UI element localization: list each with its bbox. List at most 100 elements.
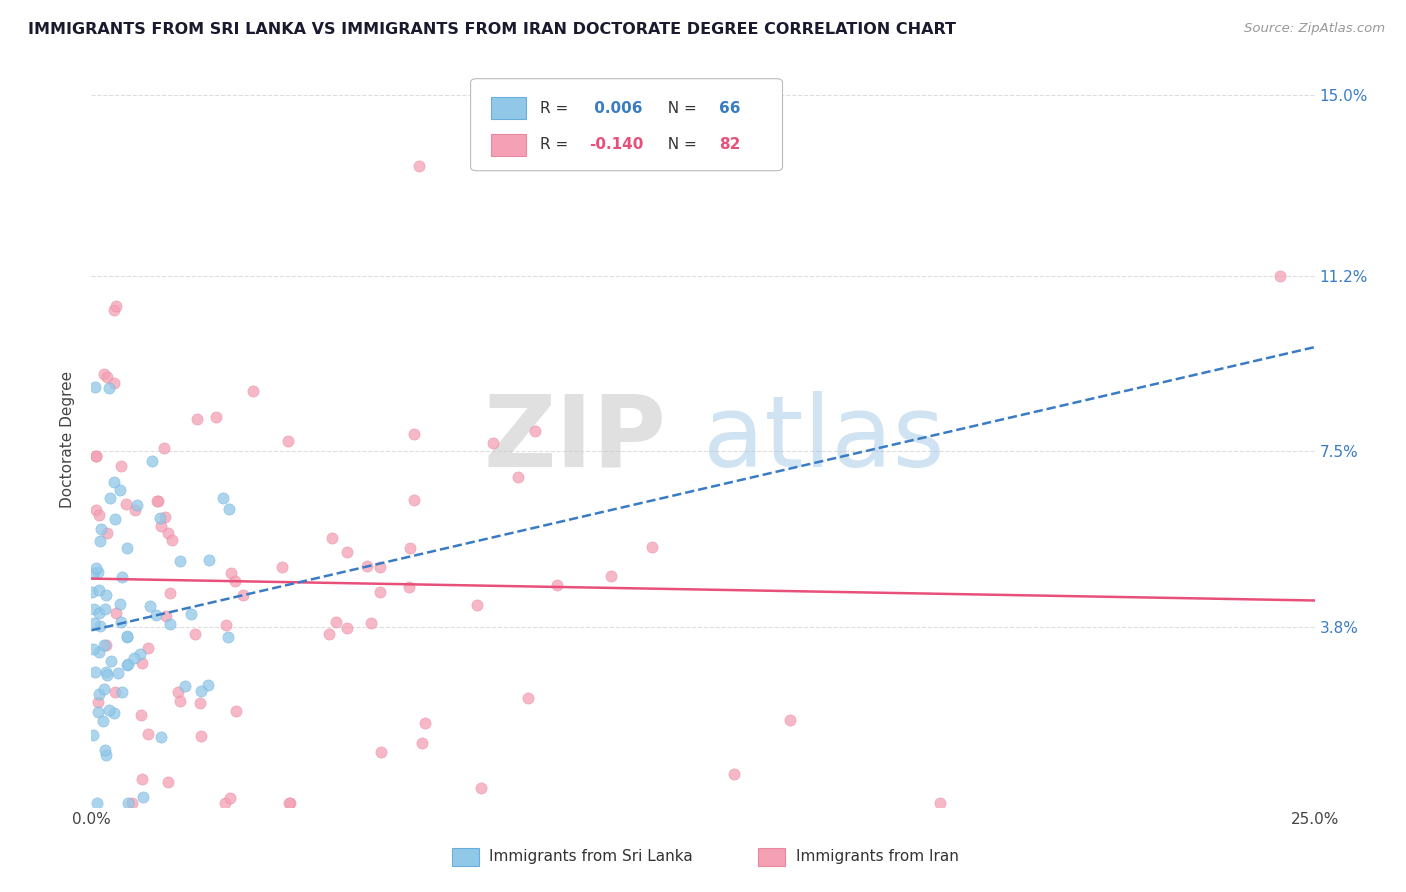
Text: R =: R = <box>540 101 574 116</box>
Point <box>117 657 139 672</box>
Point <box>146 493 169 508</box>
FancyBboxPatch shape <box>453 847 479 866</box>
Point <box>155 608 177 623</box>
FancyBboxPatch shape <box>491 134 526 156</box>
Point <box>190 729 212 743</box>
Point <box>368 585 391 599</box>
Point <box>103 475 125 489</box>
Point <box>150 730 173 744</box>
Point <box>779 714 801 728</box>
Point <box>402 493 425 508</box>
Point <box>107 666 129 681</box>
Point <box>197 678 219 692</box>
Point <box>87 687 110 701</box>
Point <box>111 570 134 584</box>
Point <box>224 574 246 588</box>
Point <box>242 384 264 398</box>
Point <box>96 638 118 652</box>
Point <box>97 702 120 716</box>
Point <box>723 766 745 780</box>
Point <box>84 503 107 517</box>
Point <box>131 657 153 671</box>
Point <box>169 693 191 707</box>
Point <box>413 716 436 731</box>
Point <box>83 602 105 616</box>
Point <box>136 727 159 741</box>
Point <box>600 569 623 583</box>
Point <box>115 630 138 644</box>
Point <box>149 511 172 525</box>
Point <box>100 654 122 668</box>
Point <box>86 561 108 575</box>
Point <box>105 607 128 621</box>
Point <box>110 458 132 473</box>
Point <box>184 627 207 641</box>
Point <box>89 619 111 633</box>
Point <box>217 630 239 644</box>
Point <box>89 606 111 620</box>
Point <box>368 559 391 574</box>
Point <box>89 533 111 548</box>
Text: IMMIGRANTS FROM SRI LANKA VS IMMIGRANTS FROM IRAN DOCTORATE DEGREE CORRELATION C: IMMIGRANTS FROM SRI LANKA VS IMMIGRANTS … <box>28 22 956 37</box>
Point <box>508 469 530 483</box>
Point <box>87 705 110 719</box>
Point <box>103 376 125 391</box>
Point <box>221 566 243 580</box>
Point <box>198 553 221 567</box>
Point <box>190 684 212 698</box>
Point <box>104 512 127 526</box>
Point <box>325 615 347 629</box>
Point <box>115 657 138 672</box>
Point <box>404 427 426 442</box>
Point <box>82 584 104 599</box>
Point <box>91 714 114 728</box>
Point <box>205 409 228 424</box>
Point <box>114 497 136 511</box>
Point <box>278 796 301 810</box>
Text: -0.140: -0.140 <box>589 137 644 153</box>
Point <box>141 454 163 468</box>
Point <box>125 498 148 512</box>
Point <box>159 617 181 632</box>
Point <box>277 434 299 448</box>
Point <box>86 450 108 464</box>
Text: N =: N = <box>658 101 702 116</box>
Point <box>93 367 115 381</box>
Point <box>104 685 127 699</box>
Point <box>465 598 488 612</box>
Text: R =: R = <box>540 137 574 153</box>
Point <box>356 558 378 573</box>
Text: 66: 66 <box>718 101 741 116</box>
Point <box>93 638 115 652</box>
Point <box>124 502 146 516</box>
Text: N =: N = <box>658 137 702 153</box>
Point <box>408 159 430 173</box>
Point <box>115 541 138 556</box>
Point <box>87 508 110 523</box>
Point <box>214 796 236 810</box>
Point <box>132 790 155 805</box>
Point <box>98 380 121 394</box>
Point <box>103 706 125 720</box>
Point <box>174 680 197 694</box>
Point <box>86 696 108 710</box>
Y-axis label: Doctorate Degree: Doctorate Degree <box>60 371 76 508</box>
Point <box>117 796 139 810</box>
Point <box>278 796 301 810</box>
Point <box>360 615 382 630</box>
Point <box>128 648 150 662</box>
Point <box>212 491 235 505</box>
Point <box>398 580 420 594</box>
Point <box>321 531 343 545</box>
Point <box>370 745 392 759</box>
Point <box>82 641 104 656</box>
Point <box>108 483 131 498</box>
Point <box>98 491 121 505</box>
Point <box>103 303 125 318</box>
Text: Immigrants from Sri Lanka: Immigrants from Sri Lanka <box>489 849 693 864</box>
Text: atlas: atlas <box>703 391 945 488</box>
Point <box>215 617 238 632</box>
Point <box>157 526 180 541</box>
Point <box>96 526 118 541</box>
Point <box>336 621 359 635</box>
